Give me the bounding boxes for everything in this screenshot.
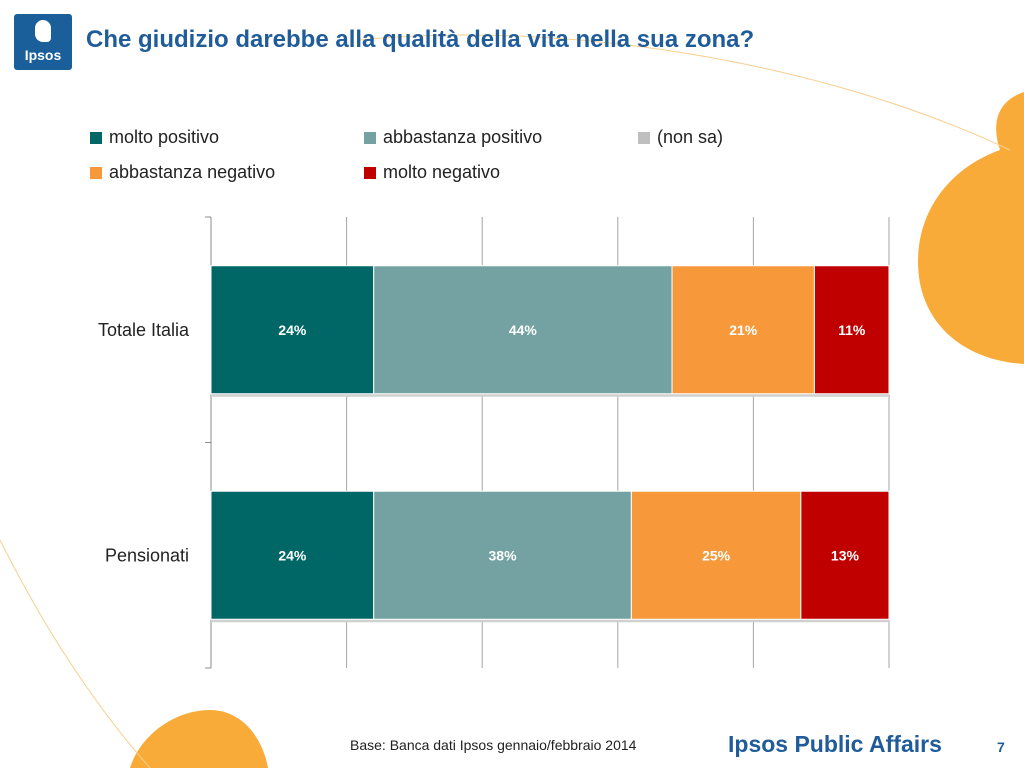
page-number: 7 — [997, 739, 1005, 755]
data-label: 11% — [838, 322, 866, 338]
page-title: Che giudizio darebbe alla qualità della … — [86, 26, 755, 53]
data-label: 24% — [278, 322, 307, 338]
ipsos-logo: Ipsos — [14, 14, 72, 70]
legend-swatch — [90, 166, 102, 179]
legend-swatch — [638, 131, 650, 144]
legend-item-molto-positivo: molto positivo — [90, 127, 219, 148]
legend-item-non-sa: (non sa) — [638, 127, 723, 148]
logo-text: Ipsos — [24, 47, 62, 63]
footer-base-note: Base: Banca dati Ipsos gennaio/febbraio … — [350, 737, 637, 753]
data-label: 25% — [702, 547, 731, 563]
data-label: 24% — [278, 547, 307, 563]
data-label: 44% — [509, 322, 538, 338]
bar-segment — [373, 265, 673, 395]
bar-segment — [210, 490, 375, 620]
legend-swatch — [364, 131, 376, 144]
data-label: 13% — [831, 547, 860, 563]
legend-swatch — [364, 166, 376, 179]
data-label: 21% — [729, 322, 758, 338]
legend-label: molto negativo — [383, 162, 501, 182]
legend-item-abbastanza-negativo: abbastanza negativo — [90, 162, 275, 183]
orange-circle-bottom — [130, 710, 268, 768]
data-label: 38% — [489, 547, 518, 563]
legend-swatch — [90, 131, 102, 144]
footer-brand: Ipsos Public Affairs — [728, 731, 942, 757]
logo-mark-icon — [35, 20, 51, 42]
legend-label: molto positivo — [109, 127, 220, 147]
legend-label: abbastanza positivo — [383, 127, 543, 147]
bar-segment — [373, 490, 632, 620]
orange-circle-right — [918, 92, 1024, 364]
bar-segment — [800, 490, 890, 620]
category-label: Pensionati — [105, 545, 189, 565]
legend-label: (non sa) — [657, 127, 724, 147]
legend-item-molto-negativo: molto negativo — [364, 162, 500, 183]
decor-arc-top — [359, 34, 1011, 151]
decor-arc-left — [0, 539, 151, 768]
legend-item-abbastanza-positivo: abbastanza positivo — [364, 127, 542, 148]
bar-segment — [210, 265, 375, 395]
bar-segment — [630, 490, 802, 620]
category-label: Totale Italia — [98, 320, 190, 340]
bar-segment — [671, 265, 815, 395]
bar-segment — [813, 265, 890, 395]
legend-label: abbastanza negativo — [109, 162, 276, 182]
